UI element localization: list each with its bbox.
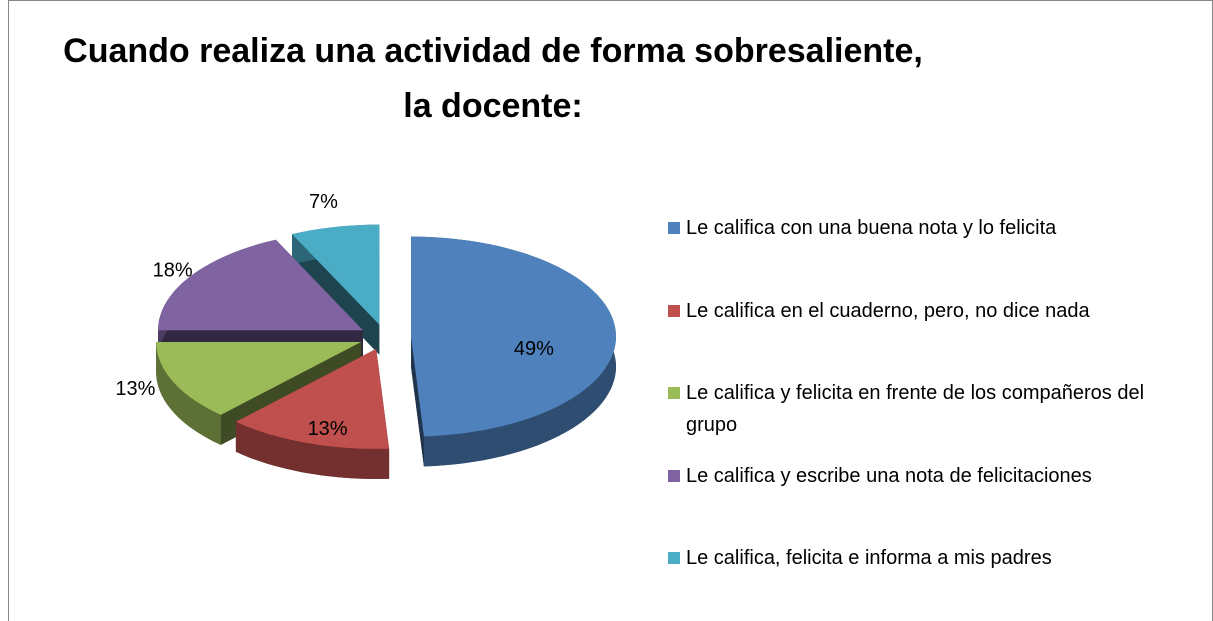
slice bbox=[156, 342, 362, 415]
legend-label: Le califica y felicita en frente de los … bbox=[686, 382, 1145, 436]
pie bbox=[156, 224, 616, 479]
slice bbox=[158, 239, 363, 331]
legend-swatch bbox=[668, 552, 680, 564]
legend-swatch bbox=[668, 304, 680, 317]
slice-group bbox=[411, 236, 616, 467]
legend-item: Le califica, felicita e informa a mis pa… bbox=[668, 542, 1198, 574]
legend-item: Le califica en el cuaderno, pero, no dic… bbox=[668, 295, 1198, 327]
data-label: 13% bbox=[115, 378, 155, 400]
chart-title: la docente: bbox=[403, 87, 582, 125]
legend-label: Le califica y escribe una nota de felici… bbox=[686, 464, 1092, 487]
legend-item: Le califica y escribe una nota de felici… bbox=[668, 460, 1198, 492]
legend-swatch bbox=[668, 222, 680, 234]
legend-swatch bbox=[668, 469, 680, 482]
slice bbox=[235, 348, 390, 449]
legend-item: Le califica y felicita en frente de los … bbox=[668, 377, 1198, 441]
chart-title: Cuando realiza una actividad de forma so… bbox=[63, 32, 923, 70]
legend-swatch bbox=[668, 387, 680, 399]
data-label: 13% bbox=[308, 418, 348, 440]
slice bbox=[411, 236, 616, 437]
data-label: 7% bbox=[309, 191, 338, 213]
slice-group bbox=[235, 348, 390, 479]
slice-wall bbox=[156, 342, 221, 445]
legend-item: Le califica con una buena nota y lo feli… bbox=[668, 212, 1198, 244]
slice-wall bbox=[235, 421, 390, 479]
legend-label: Le califica en el cuaderno, pero, no dic… bbox=[686, 299, 1090, 322]
slice-side bbox=[411, 336, 424, 467]
legend-label: Le califica, felicita e informa a mis pa… bbox=[686, 547, 1052, 569]
data-label: 49% bbox=[514, 338, 554, 360]
data-label: 18% bbox=[153, 260, 193, 282]
legend-label: Le califica con una buena nota y lo feli… bbox=[686, 217, 1057, 239]
slice bbox=[292, 224, 380, 325]
